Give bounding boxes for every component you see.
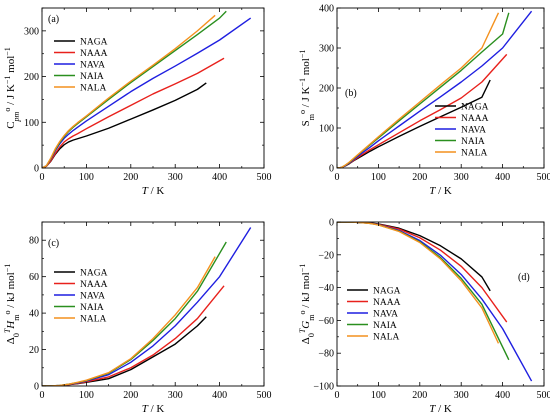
legend-label-nala: NALA [80,315,107,325]
panel-label: (d) [518,272,530,283]
x-tick-label: 300 [454,172,469,183]
y-tick-label: 0 [329,164,334,175]
panel-label: (c) [48,238,59,249]
y-tick-label: 200 [319,84,334,95]
legend-label-naaa: NAAA [80,49,108,59]
legend-label-nala: NALA [461,149,488,159]
x-axis-label: T / K [429,185,452,197]
x-tick-label: 300 [168,390,183,401]
y-tick-label: 20 [29,345,39,356]
x-tick-label: 0 [40,390,45,401]
x-axis-label: T / K [142,185,165,197]
y-tick-label: 0 [34,382,39,393]
panel-d: 0 100 200 300 400 500 −100 −80 −60 −40 −20 0 T / K Δ0… [298,218,550,416]
series-line-naaa [42,57,225,168]
x-tick-label: 300 [168,172,183,183]
x-tick-label: 100 [371,172,386,183]
panel-label: (b) [345,88,357,99]
series-line-naaa [42,285,225,386]
x-tick-label: 500 [537,172,550,183]
y-axis-label: Δ0THmo / kJ mol−1 [3,264,21,344]
legend-label-naga: NAGA [80,38,108,48]
x-tick-label: 200 [123,172,138,183]
series-line-naga [42,316,207,386]
x-tick-label: 200 [412,390,427,401]
legend-label-naaa: NAAA [461,114,489,124]
x-tick-label: 400 [212,172,227,183]
panel-b: 0 100 200 300 400 500 0 100 200 300 400 T / K Smo / … [298,4,550,198]
series-line-nala [42,256,216,386]
legend-label-naia: NAIA [80,72,104,82]
x-axis-label: T / K [429,403,452,415]
x-tick-label: 500 [537,390,550,401]
series-line-nala [337,12,500,168]
x-tick-label: 200 [412,172,427,183]
x-tick-label: 400 [212,390,227,401]
y-tick-label: 300 [319,44,334,55]
legend-label-nava: NAVA [80,292,105,302]
plot-frame [41,221,265,387]
legend-label-naaa: NAAA [80,280,108,290]
x-tick-label: 500 [257,172,272,183]
legend-label-naia: NAIA [373,321,397,331]
y-tick-label: −20 [318,250,334,261]
y-tick-label: 80 [29,236,39,247]
legend-label-naaa: NAAA [373,298,401,308]
legend-label-naia: NAIA [80,303,104,313]
legend-label-nava: NAVA [461,126,486,136]
x-tick-label: 400 [495,390,510,401]
y-axis-label: Cpmo / J K−1 mol−1 [3,47,21,129]
x-tick-label: 100 [371,390,386,401]
y-tick-label: 40 [29,309,39,320]
panel-c: 0 100 200 300 400 500 0 20 40 60 80 T / K Δ0THmo / k… [3,221,272,415]
y-tick-label: 200 [24,72,39,83]
x-tick-label: 100 [79,390,94,401]
x-tick-label: 200 [123,390,138,401]
y-tick-label: 100 [24,118,39,129]
x-axis-label: T / K [142,403,165,415]
x-tick-label: 100 [79,172,94,183]
panel-label: (a) [48,14,59,25]
legend-label-naga: NAGA [373,287,401,297]
legend-label-naia: NAIA [461,137,485,147]
legend-label-naga: NAGA [461,103,489,113]
series-line-naia [42,241,227,386]
x-tick-label: 0 [335,172,340,183]
y-axis-label: Smo / J K−1 mol−1 [298,50,316,127]
legend-label-nava: NAVA [80,61,105,71]
legend-label-naga: NAGA [80,269,108,279]
y-tick-label: 0 [329,218,334,229]
x-tick-label: 0 [40,172,45,183]
legend-label-nala: NALA [80,84,107,94]
legend-label-nava: NAVA [373,310,398,320]
y-tick-label: −40 [318,283,334,294]
y-tick-label: 300 [24,26,39,37]
y-tick-label: 100 [319,124,334,135]
x-tick-label: 300 [454,390,469,401]
legend-label-nala: NALA [373,333,400,343]
y-axis-label: Δ0TGmo / kJ mol−1 [298,264,316,344]
y-tick-label: −80 [318,349,334,360]
y-tick-label: −60 [318,316,334,327]
x-tick-label: 400 [495,172,510,183]
x-tick-label: 0 [335,390,340,401]
y-tick-label: 60 [29,272,39,283]
series-line-nala [42,14,216,168]
y-tick-label: 0 [34,164,39,175]
y-tick-label: −100 [313,382,334,393]
x-tick-label: 500 [257,390,272,401]
y-tick-label: 400 [319,4,334,15]
